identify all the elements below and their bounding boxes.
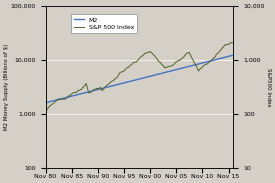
M2 [189,65,192,67]
M2 [153,74,156,76]
S&P 500 Index [174,61,177,63]
S&P 500 Index [58,98,62,101]
S&P 500 Index [44,109,47,112]
Y-axis label: M2 Money Supply (Billions of $): M2 Money Supply (Billions of $) [4,44,9,130]
S&P 500 Index [189,53,192,56]
M2 [216,58,219,60]
S&P 500 Index [232,42,235,44]
Y-axis label: S&P500 Index: S&P500 Index [266,68,271,106]
S&P 500 Index [216,52,219,55]
M2 [192,64,196,66]
M2 [232,54,235,56]
S&P 500 Index [230,41,233,44]
S&P 500 Index [153,55,156,57]
Line: S&P 500 Index: S&P 500 Index [46,42,233,111]
Line: M2: M2 [46,55,233,103]
Legend: M2, S&P 500 Index: M2, S&P 500 Index [71,14,137,33]
M2 [58,98,62,100]
M2 [174,69,177,71]
M2 [44,102,47,104]
S&P 500 Index [192,61,196,63]
